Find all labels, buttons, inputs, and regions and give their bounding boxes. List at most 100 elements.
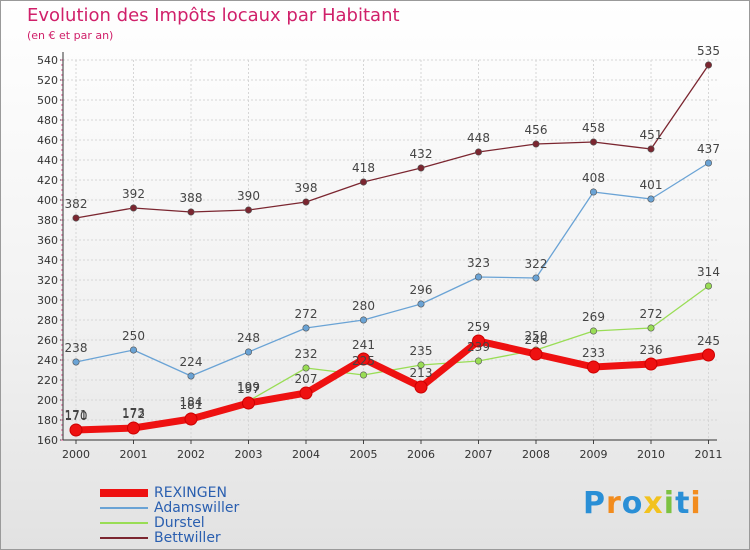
data-label-bettwiller-2002: 388 xyxy=(180,191,203,205)
data-label-bettwiller-2001: 392 xyxy=(122,187,145,201)
data-label-bettwiller-2005: 418 xyxy=(352,161,375,175)
data-point-rexingen-2006 xyxy=(414,380,428,394)
data-label-durstel-2000: 171 xyxy=(65,408,88,422)
data-point-rexingen-2002 xyxy=(184,412,198,426)
y-tick-label-540: 540 xyxy=(37,54,58,67)
data-point-bettwiller-2009 xyxy=(589,138,597,146)
data-point-adamswiller-2000 xyxy=(72,358,80,366)
data-label-adamswiller-2005: 280 xyxy=(352,299,375,313)
y-tick-label-340: 340 xyxy=(37,254,58,267)
y-tick-label-220: 220 xyxy=(37,374,58,387)
data-point-bettwiller-2004 xyxy=(302,198,310,206)
data-point-bettwiller-2010 xyxy=(647,145,655,153)
legend-swatch-adamswiller xyxy=(100,507,148,509)
data-point-adamswiller-2010 xyxy=(647,195,655,203)
series-line-adamswiller xyxy=(75,162,709,377)
data-point-rexingen-2000 xyxy=(69,423,83,437)
y-tick-label-380: 380 xyxy=(37,214,58,227)
data-label-bettwiller-2007: 448 xyxy=(467,131,490,145)
data-label-adamswiller-2003: 248 xyxy=(237,331,260,345)
data-label-durstel-2004: 232 xyxy=(295,347,318,361)
y-tick-label-460: 460 xyxy=(37,134,58,147)
logo-letter: x xyxy=(643,486,664,521)
y-tick-label-160: 160 xyxy=(37,434,58,447)
data-point-bettwiller-2000 xyxy=(72,214,80,222)
data-label-durstel-2002: 184 xyxy=(180,395,203,409)
data-label-bettwiller-2008: 456 xyxy=(525,123,548,137)
y-tick-label-400: 400 xyxy=(37,194,58,207)
data-label-rexingen-2008: 246 xyxy=(525,333,548,347)
data-label-bettwiller-2010: 451 xyxy=(640,128,663,142)
data-point-rexingen-2005 xyxy=(357,352,370,366)
legend-swatch-durstel xyxy=(100,522,148,524)
data-point-rexingen-2003 xyxy=(242,396,255,410)
data-point-rexingen-2007 xyxy=(472,334,485,348)
proxiti-logo: Proxiti xyxy=(583,486,702,521)
y-tick-label-480: 480 xyxy=(37,114,58,127)
data-point-durstel-2004 xyxy=(302,364,310,372)
y-tick-label-300: 300 xyxy=(37,294,58,307)
data-point-bettwiller-2008 xyxy=(532,140,540,148)
data-label-rexingen-2004: 207 xyxy=(295,372,318,386)
data-point-adamswiller-2007 xyxy=(474,273,482,281)
y-tick-label-180: 180 xyxy=(37,414,58,427)
data-label-bettwiller-2000: 382 xyxy=(65,197,88,211)
data-point-rexingen-2011 xyxy=(702,348,715,362)
data-label-durstel-2005: 225 xyxy=(352,354,375,368)
data-label-durstel-2008: 250 xyxy=(525,329,548,343)
logo-letter: i xyxy=(663,486,676,521)
data-label-adamswiller-2007: 323 xyxy=(467,256,490,270)
data-point-durstel-2010 xyxy=(647,324,655,332)
data-point-durstel-2005 xyxy=(359,371,367,379)
y-tick-label-280: 280 xyxy=(37,314,58,327)
x-tick-label-2000: 2000 xyxy=(62,448,90,461)
x-tick-label-2005: 2005 xyxy=(350,448,378,461)
x-tick-label-2003: 2003 xyxy=(235,448,263,461)
data-point-durstel-2011 xyxy=(704,282,712,290)
data-point-adamswiller-2009 xyxy=(589,188,597,196)
x-tick-label-2009: 2009 xyxy=(580,448,608,461)
chart-subtitle: (en € et par an) xyxy=(27,29,114,42)
y-tick-label-200: 200 xyxy=(37,394,58,407)
data-label-bettwiller-2003: 390 xyxy=(237,189,260,203)
data-label-durstel-2001: 173 xyxy=(122,406,145,420)
y-tick-label-360: 360 xyxy=(37,234,58,247)
y-tick-label-500: 500 xyxy=(37,94,58,107)
data-label-rexingen-2003: 197 xyxy=(237,382,260,396)
data-point-adamswiller-2003 xyxy=(245,348,253,356)
legend-item-bettwiller: Bettwiller xyxy=(100,530,221,546)
y-tick-label-260: 260 xyxy=(37,334,58,347)
data-label-adamswiller-2002: 224 xyxy=(180,355,203,369)
y-tick-label-520: 520 xyxy=(37,74,58,87)
y-tick-label-440: 440 xyxy=(37,154,58,167)
legend-item-adamswiller: Adamswiller xyxy=(100,500,239,516)
x-tick-label-2007: 2007 xyxy=(465,448,493,461)
data-label-durstel-2009: 269 xyxy=(582,310,605,324)
data-label-rexingen-2006: 213 xyxy=(410,366,433,380)
logo-letter: t xyxy=(675,486,691,521)
data-label-durstel-2007: 239 xyxy=(467,340,490,354)
data-label-adamswiller-2008: 322 xyxy=(525,257,548,271)
legend-item-rexingen: REXINGEN xyxy=(100,485,227,501)
logo-letter: P xyxy=(583,486,606,521)
data-label-rexingen-2007: 259 xyxy=(467,320,490,334)
chart-title: Evolution des Impôts locaux par Habitant xyxy=(27,5,400,26)
data-label-rexingen-2011: 245 xyxy=(697,334,720,348)
data-label-adamswiller-2006: 296 xyxy=(410,283,433,297)
data-point-adamswiller-2011 xyxy=(704,159,712,167)
data-point-rexingen-2010 xyxy=(644,357,658,371)
legend-label-durstel: Durstel xyxy=(154,515,205,531)
data-point-rexingen-2008 xyxy=(529,347,543,361)
data-point-rexingen-2009 xyxy=(587,360,600,374)
x-tick-label-2010: 2010 xyxy=(637,448,665,461)
series-line-bettwiller xyxy=(75,64,710,219)
data-point-bettwiller-2005 xyxy=(359,178,367,186)
data-point-bettwiller-2002 xyxy=(187,208,195,216)
legend-item-durstel: Durstel xyxy=(100,515,205,531)
x-tick-label-2001: 2001 xyxy=(120,448,148,461)
data-label-durstel-2003: 199 xyxy=(237,380,260,394)
legend-label-adamswiller: Adamswiller xyxy=(154,500,240,516)
data-label-bettwiller-2011: 535 xyxy=(697,44,720,58)
